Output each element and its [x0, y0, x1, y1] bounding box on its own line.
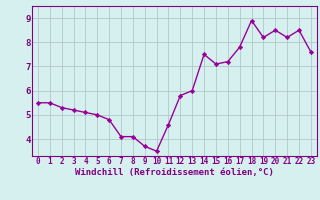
X-axis label: Windchill (Refroidissement éolien,°C): Windchill (Refroidissement éolien,°C): [75, 168, 274, 177]
